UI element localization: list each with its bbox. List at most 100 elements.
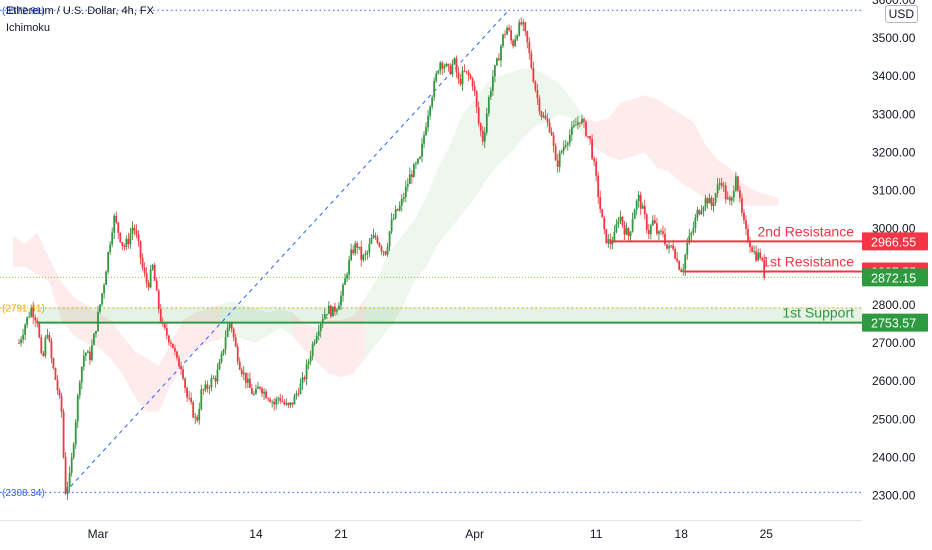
candle-body: [449, 66, 452, 75]
candle-body: [589, 136, 591, 139]
price-tick-label: 2600.00: [872, 374, 916, 388]
level-label: 2nd Resistance: [757, 223, 854, 239]
cloud-segment: [620, 99, 633, 160]
cloud-segment: [146, 358, 159, 412]
candle-body: [321, 319, 324, 324]
candle-body: [125, 238, 128, 248]
candle-body: [38, 323, 41, 338]
candle-body: [516, 35, 519, 40]
price-tag: [862, 268, 928, 287]
candle-body: [325, 313, 328, 315]
candle-body: [196, 416, 199, 421]
candle-body: [425, 127, 427, 135]
candle-body: [498, 58, 500, 61]
support-zone: [38, 306, 862, 323]
candle-body: [577, 122, 579, 126]
candle-body: [678, 261, 681, 270]
price-tag-label: 2753.57: [871, 317, 916, 331]
cloud-segment: [523, 68, 536, 138]
candle-body: [528, 42, 531, 54]
candle-body: [461, 70, 464, 85]
candle-body: [107, 252, 110, 272]
cloud-segment: [25, 232, 38, 275]
candle-body: [441, 62, 444, 69]
candle-body: [609, 239, 612, 245]
candle-body: [315, 335, 318, 343]
cloud-segment: [183, 312, 196, 363]
candle-body: [739, 190, 741, 199]
candle-body: [670, 245, 672, 247]
candle-body: [366, 252, 369, 255]
cloud-segment: [243, 304, 256, 343]
cloud-segment: [486, 76, 499, 180]
candle-body: [759, 252, 762, 258]
candle-body: [485, 113, 488, 133]
candle-body: [722, 185, 725, 187]
candle-body: [22, 334, 24, 340]
currency-button[interactable]: USD: [884, 5, 918, 23]
candle-body: [259, 386, 261, 389]
cloud-segment: [98, 312, 111, 359]
candle-body: [313, 342, 316, 344]
candle-body: [743, 212, 745, 221]
candle-body: [479, 123, 482, 131]
candle-body: [732, 190, 735, 198]
candle-body: [350, 249, 353, 260]
candle-body: [70, 457, 73, 473]
candle-body: [439, 62, 442, 71]
candle-body: [621, 216, 624, 226]
candle-body: [54, 368, 57, 380]
candle-body: [372, 235, 375, 239]
candle-body: [115, 215, 118, 223]
candle-body: [643, 205, 646, 215]
candle-body: [167, 335, 170, 343]
candlesticks: [18, 17, 766, 500]
price-tick-label: 3300.00: [872, 107, 916, 121]
candle-body: [607, 239, 610, 244]
price-tick-label: 2800.00: [872, 298, 916, 312]
candle-body: [66, 486, 69, 494]
cloud-segment: [656, 99, 670, 172]
candle-body: [702, 207, 705, 212]
candle-body: [232, 328, 235, 338]
candle-body: [208, 387, 211, 389]
candle-body: [566, 142, 569, 145]
cloud-segment: [13, 236, 26, 267]
candle-body: [601, 209, 604, 218]
candle-body: [234, 337, 237, 347]
candle-body: [275, 398, 278, 405]
candle-body: [714, 193, 717, 203]
cloud-segment: [559, 83, 572, 119]
candle-body: [388, 231, 391, 247]
cloud-segment: [511, 68, 524, 153]
candle-body: [18, 343, 20, 344]
candle-body: [720, 183, 723, 186]
candle-body: [408, 174, 411, 185]
candle-body: [518, 22, 521, 36]
candle-body: [174, 348, 176, 352]
candle-body: [686, 242, 689, 255]
fib-label: (2791.41): [2, 304, 45, 315]
candle-body: [317, 331, 320, 336]
candle-body: [639, 194, 642, 209]
candle-body: [147, 282, 150, 288]
candle-body: [311, 343, 314, 357]
candle-body: [664, 233, 666, 245]
candle-body: [562, 146, 565, 151]
candle-body: [226, 327, 229, 338]
candle-body: [380, 246, 383, 252]
candle-body: [172, 343, 174, 349]
candle-body: [131, 227, 134, 234]
candle-body: [184, 378, 186, 388]
candle-body: [293, 395, 296, 405]
candle-body: [581, 119, 583, 124]
candle-body: [514, 39, 517, 46]
candle-body: [58, 390, 61, 396]
candle-body: [625, 228, 628, 235]
candle-body: [344, 278, 346, 285]
candle-body: [190, 397, 193, 403]
candle-body: [117, 222, 120, 233]
candle-body: [336, 309, 338, 312]
candle-body: [137, 234, 140, 241]
